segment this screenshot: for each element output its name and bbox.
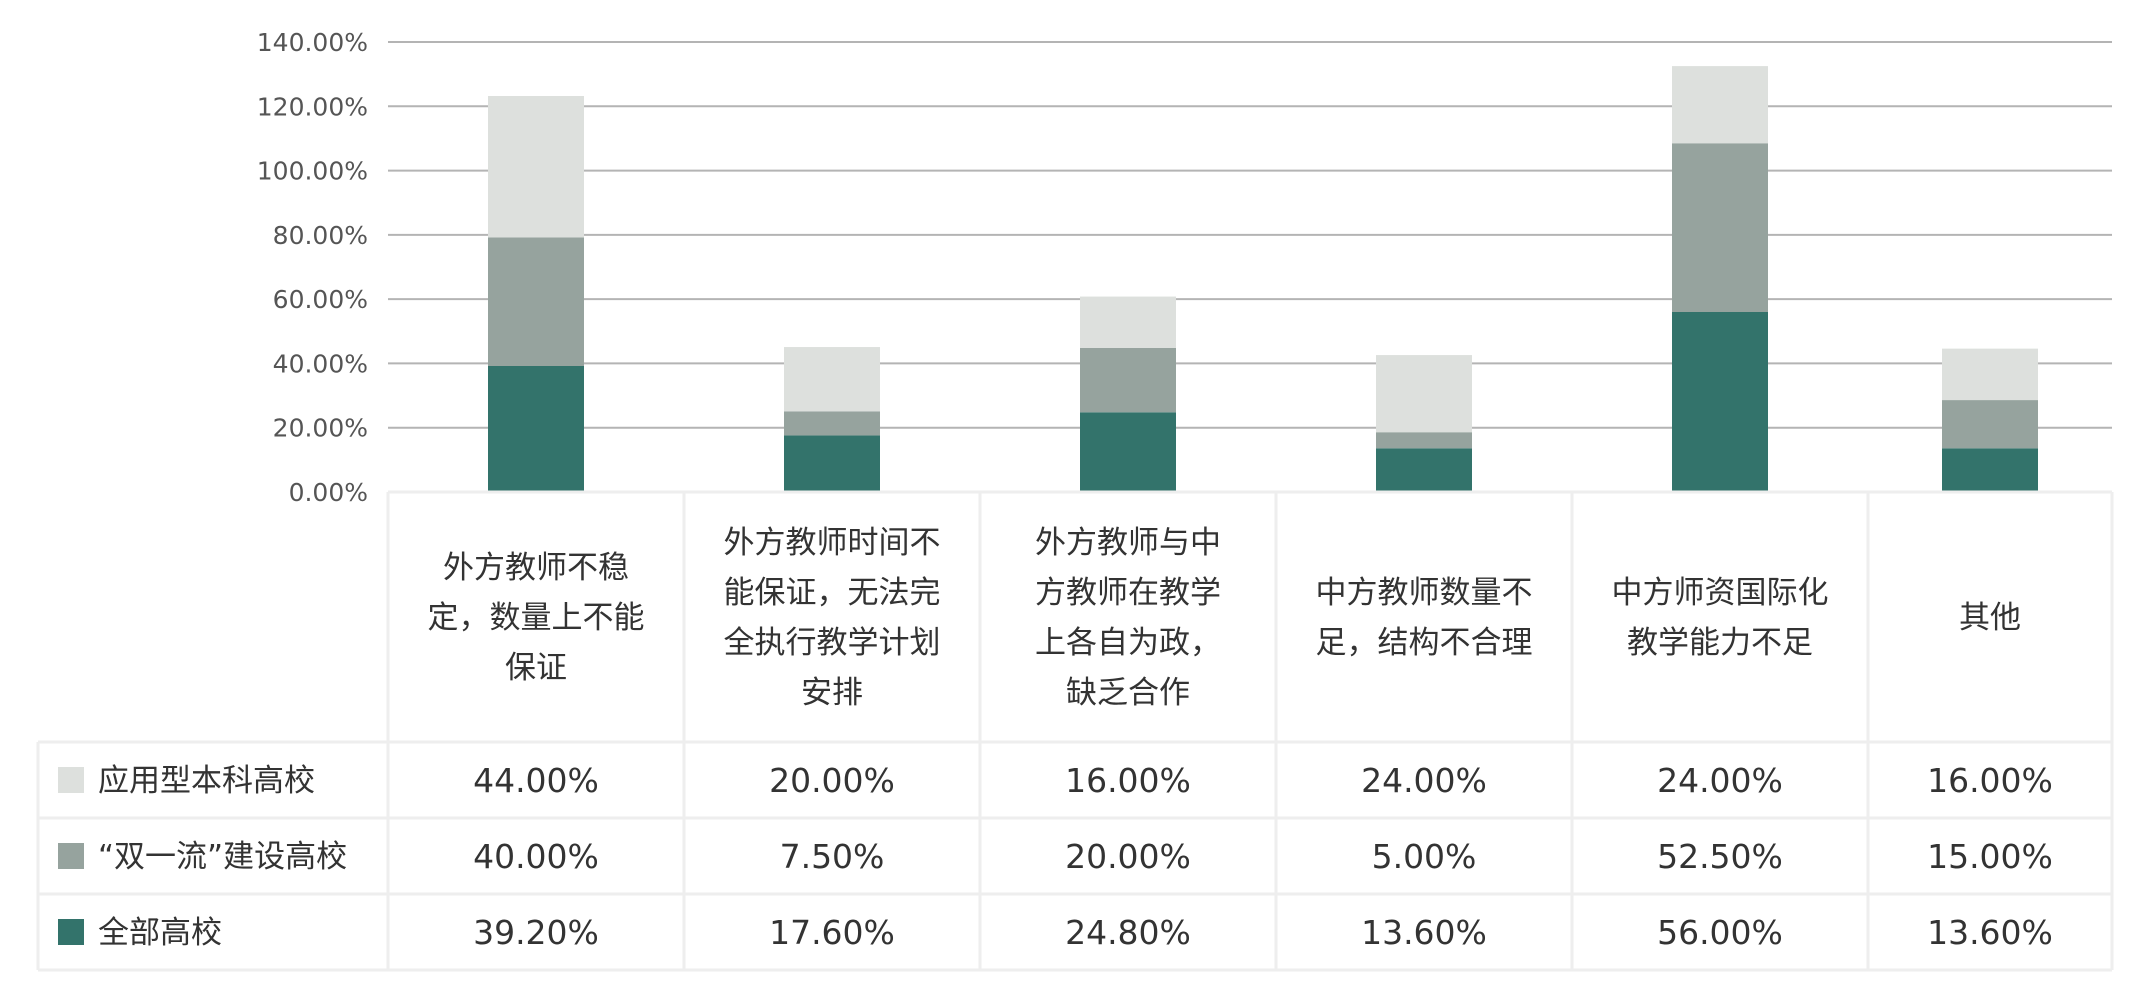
- data-label: 56.00%: [1657, 913, 1783, 952]
- y-tick-label: 80.00%: [273, 221, 368, 250]
- data-label: 20.00%: [1065, 837, 1191, 876]
- bars: [488, 66, 2038, 492]
- data-label: 15.00%: [1927, 837, 2053, 876]
- bar-segment: [488, 237, 584, 366]
- bar-segment: [1942, 400, 2038, 449]
- data-label: 24.00%: [1657, 761, 1783, 800]
- data-label: 40.00%: [473, 837, 599, 876]
- category-label: 上各自为政，: [1035, 625, 1221, 661]
- data-label: 5.00%: [1372, 837, 1477, 876]
- series-name: 全部高校: [98, 915, 222, 951]
- data-label: 13.60%: [1361, 913, 1487, 952]
- data-label: 13.60%: [1927, 913, 2053, 952]
- series-name: “双一流”建设高校: [98, 839, 347, 875]
- gridlines: [388, 41, 2112, 493]
- category-label: 外方教师与中: [1035, 525, 1221, 561]
- data-label: 16.00%: [1927, 761, 2053, 800]
- bar-segment: [1376, 355, 1472, 433]
- bar-segment: [1080, 296, 1176, 348]
- y-tick-label: 120.00%: [257, 92, 368, 121]
- bar-segment: [1942, 348, 2038, 401]
- category-label: 缺乏合作: [1066, 675, 1190, 711]
- legend-swatch: [58, 843, 84, 869]
- bar-segment: [1672, 312, 1768, 492]
- category-label: 方教师在教学: [1035, 575, 1221, 611]
- category-label: 其他: [1959, 600, 2021, 636]
- y-tick-label: 20.00%: [273, 414, 368, 443]
- y-tick-label: 100.00%: [257, 157, 368, 186]
- bar-segment: [1376, 448, 1472, 492]
- bar-segment: [1376, 432, 1472, 449]
- y-tick-label: 40.00%: [273, 349, 368, 378]
- bar-segment: [488, 366, 584, 492]
- category-label: 能保证，无法完: [724, 575, 941, 611]
- data-label: 24.80%: [1065, 913, 1191, 952]
- data-label: 52.50%: [1657, 837, 1783, 876]
- bar-segment: [784, 435, 880, 492]
- data-label: 24.00%: [1361, 761, 1487, 800]
- category-label: 外方教师时间不: [724, 525, 941, 561]
- y-tick-label: 0.00%: [289, 478, 368, 507]
- bar-segment: [1672, 143, 1768, 312]
- data-label: 7.50%: [780, 837, 885, 876]
- category-label: 足，结构不合理: [1316, 625, 1533, 661]
- category-label: 教学能力不足: [1627, 625, 1813, 661]
- category-label: 中方师资国际化: [1612, 575, 1829, 611]
- y-axis-tick-labels: 0.00% 20.00% 40.00% 60.00% 80.00% 100.00% 120.…: [257, 28, 368, 507]
- data-label: 17.60%: [769, 913, 895, 952]
- series-name: 应用型本科高校: [98, 763, 315, 799]
- bar-segment: [784, 347, 880, 412]
- legend-swatch: [58, 919, 84, 945]
- y-tick-label: 60.00%: [273, 285, 368, 314]
- legend-swatch: [58, 767, 84, 793]
- data-label: 20.00%: [769, 761, 895, 800]
- bar-segment: [1080, 412, 1176, 492]
- category-label: 中方教师数量不: [1316, 575, 1533, 611]
- bar-segment: [784, 411, 880, 436]
- category-label: 保证: [505, 650, 567, 686]
- bar-segment: [488, 96, 584, 238]
- category-label: 定，数量上不能: [428, 600, 645, 636]
- y-tick-label: 140.00%: [257, 28, 368, 57]
- bar-segment: [1080, 348, 1176, 413]
- bar-segment: [1942, 448, 2038, 492]
- category-label: 外方教师不稳: [443, 550, 629, 586]
- data-label: 39.20%: [473, 913, 599, 952]
- data-label: 44.00%: [473, 761, 599, 800]
- data-label: 16.00%: [1065, 761, 1191, 800]
- category-label: 全执行教学计划: [724, 625, 941, 661]
- category-label: 安排: [801, 675, 863, 711]
- bar-segment: [1672, 66, 1768, 144]
